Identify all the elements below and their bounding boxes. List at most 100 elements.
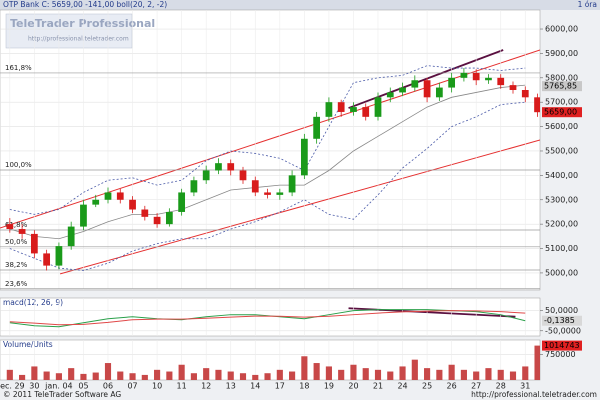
series-line <box>9 309 526 328</box>
candle-body <box>141 209 149 217</box>
volume-bar <box>374 369 382 380</box>
candle-body <box>337 102 345 112</box>
candle-body <box>448 77 456 88</box>
volume-bar <box>289 371 296 380</box>
x-tick-label: dec. 29 <box>0 382 25 391</box>
footer-url: http://professional.teletrader.com <box>471 390 597 399</box>
volume-bar <box>104 363 112 380</box>
x-tick-label: 17 <box>275 382 285 391</box>
y-tick-label: 750000 <box>545 350 576 359</box>
x-tick-label: jan. 04 <box>44 382 72 391</box>
fib-label: 23,6% <box>5 280 28 288</box>
x-tick-label: 25 <box>422 382 432 391</box>
y-tick-label: 5300,00 <box>545 195 578 204</box>
fib-label: 100,0% <box>5 161 32 169</box>
candle-body <box>399 87 406 93</box>
candle-body <box>300 138 308 176</box>
volume-bar <box>239 373 247 380</box>
candle-body <box>129 199 136 210</box>
volume-bar <box>252 374 259 380</box>
x-tick-label: 11 <box>177 382 187 391</box>
interval: 1 óra <box>578 0 597 9</box>
volume-bar <box>338 369 345 380</box>
trendline <box>60 139 540 275</box>
volume-bar <box>227 371 234 380</box>
plot-area <box>0 340 540 380</box>
candle-body <box>509 85 517 90</box>
fib-label: 50,0% <box>5 238 28 246</box>
copyright: © 2011 TeleTrader Software AG <box>3 390 121 399</box>
candle-body <box>276 192 284 195</box>
y-tick-label: -50,0000 <box>545 326 581 335</box>
candle-body <box>264 192 271 195</box>
volume-bar <box>178 364 185 380</box>
y-tick-label: 5400,00 <box>545 171 578 180</box>
volume-bar <box>264 373 271 380</box>
y-tick-label: 5100,00 <box>545 244 578 253</box>
candle-body <box>215 163 222 171</box>
volume-bar <box>473 371 480 380</box>
price-panel <box>0 9 541 291</box>
series-line <box>9 310 526 326</box>
y-tick-label: 5500,00 <box>545 146 578 155</box>
watermark-box <box>5 13 133 49</box>
volume-bar <box>399 366 406 380</box>
volume-bar <box>522 366 529 380</box>
candle-body <box>374 97 382 117</box>
candle-body <box>386 92 394 98</box>
volume-bar <box>19 374 26 380</box>
header-bar <box>0 0 600 10</box>
candle-body <box>18 229 26 234</box>
volume-bar <box>117 371 124 380</box>
candle-body <box>202 170 210 181</box>
y-tick-label: 50,0000 <box>545 306 578 315</box>
y-tick-label: 5000,00 <box>545 268 578 277</box>
candle-body <box>435 87 443 98</box>
volume-bar <box>141 374 148 380</box>
x-tick-label: 19 <box>324 382 334 391</box>
candle-body <box>411 80 419 88</box>
x-tick-label: 06 <box>103 382 113 391</box>
y-tick-label: 5600,00 <box>545 122 578 131</box>
price-marker-label: 5659,00 <box>544 108 577 117</box>
candle-body <box>55 246 63 266</box>
x-tick-label: 26 <box>447 382 457 391</box>
candle-body <box>80 204 87 227</box>
volume-bar <box>485 368 492 380</box>
volume-bar <box>460 369 467 380</box>
price-marker-label: 1014743 <box>544 341 580 350</box>
watermark: TeleTrader Professional <box>10 17 155 30</box>
volume-bar <box>276 369 283 380</box>
macd-panel <box>0 297 541 337</box>
volume-bar <box>509 371 517 380</box>
x-tick-label: 10 <box>152 382 162 391</box>
x-tick-label: 18 <box>299 382 309 391</box>
candle-body <box>350 107 357 112</box>
volume-bar <box>325 366 332 380</box>
bollinger-middle <box>9 84 526 240</box>
x-tick-label: 12 <box>201 382 211 391</box>
volume-bar <box>448 364 455 380</box>
candle-body <box>67 226 75 247</box>
y-tick-label: 6000,00 <box>545 25 578 34</box>
candle-body <box>43 253 51 266</box>
candle-body <box>251 180 259 193</box>
candle-body <box>472 72 480 81</box>
volume-bar <box>203 368 210 380</box>
x-tick-label: 13 <box>226 382 236 391</box>
candle-body <box>521 90 529 98</box>
price-marker-label: -0,1385 <box>544 316 575 325</box>
volume-bar <box>55 373 62 380</box>
volume-bar <box>534 345 540 380</box>
plot-area: 161,8% 100,0% 61,8% 50,0% 38,2% 23,6% <box>0 10 540 290</box>
candle-body <box>239 170 247 181</box>
volume-bar <box>411 359 418 380</box>
candle-body <box>227 163 235 171</box>
x-tick-label: 27 <box>471 382 481 391</box>
fib-label: 161,8% <box>5 64 32 72</box>
fib-label: 61,8% <box>5 221 28 229</box>
volume-bar <box>215 369 222 380</box>
x-tick-label: 31 <box>520 382 530 391</box>
